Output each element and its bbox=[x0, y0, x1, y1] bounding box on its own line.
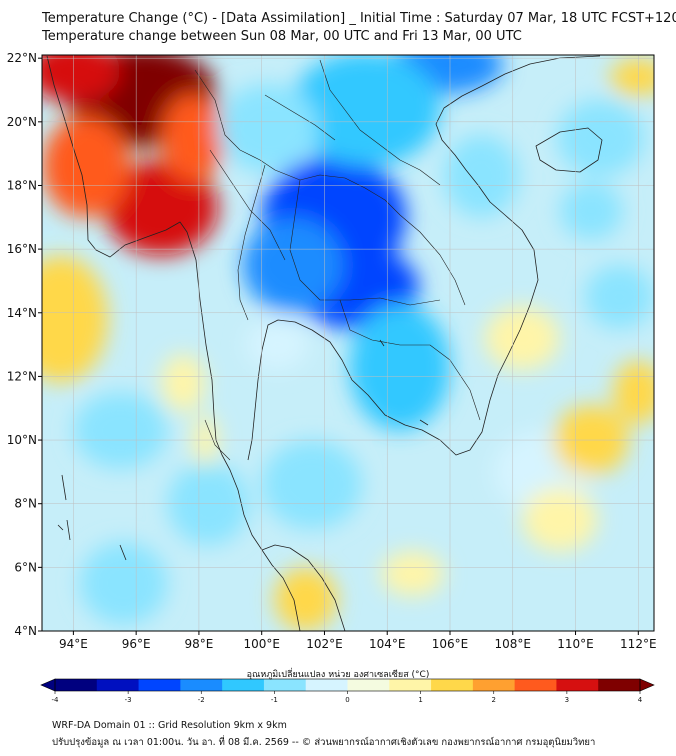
colorbar-label: อุณหภูมิเปลี่ยนแปลง หน่วย องศาเซลเซียส (… bbox=[246, 670, 430, 680]
colorbar-segment bbox=[222, 679, 265, 691]
lat-label: 4°N bbox=[14, 624, 37, 638]
field-blob bbox=[380, 551, 444, 596]
thailand-coast bbox=[247, 55, 601, 461]
lon-label: 94°E bbox=[59, 637, 88, 651]
field-blob bbox=[217, 83, 319, 173]
colorbar: -4 -3 -2 -1 0 1 2 3 4 bbox=[40, 678, 655, 704]
lat-label: 6°N bbox=[14, 560, 37, 574]
colorbar-segment bbox=[598, 679, 641, 691]
lon-label: 98°E bbox=[184, 637, 213, 651]
field-blob bbox=[584, 265, 654, 329]
lon-label: 106°E bbox=[432, 637, 469, 651]
malay-east-coast bbox=[261, 544, 346, 631]
lat-label: 8°N bbox=[14, 497, 37, 511]
colorbar-segment bbox=[472, 679, 516, 691]
lon-label: 96°E bbox=[122, 637, 151, 651]
colorbar-tick-label: 2 bbox=[492, 696, 496, 704]
hainan-island bbox=[535, 127, 603, 173]
colorbar-tick-label: 1 bbox=[418, 696, 422, 704]
lon-label: 112°E bbox=[620, 637, 657, 651]
colorbar-tick-label: -3 bbox=[125, 696, 132, 704]
coastlines-borders bbox=[46, 55, 603, 631]
field-blob bbox=[443, 134, 520, 218]
field-blob bbox=[246, 319, 309, 371]
lat-label: 20°N bbox=[7, 115, 37, 129]
field-blob bbox=[484, 306, 560, 371]
field-blob bbox=[556, 99, 645, 176]
map-title: Temperature Change (°C) - [Data Assimila… bbox=[42, 11, 676, 26]
colorbar-segment bbox=[556, 679, 599, 691]
colorbar-segment bbox=[55, 679, 98, 691]
lat-label: 14°N bbox=[7, 306, 37, 320]
colorbar-tick-label: 0 bbox=[345, 696, 349, 704]
field-blob bbox=[79, 541, 168, 625]
field-blob bbox=[42, 55, 121, 103]
footer-model-info: WRF-DA Domain 01 :: Grid Resolution 9km … bbox=[52, 720, 287, 731]
colorbar-segment bbox=[263, 679, 307, 691]
footer-credit: ปรับปรุงข้อมูล ณ เวลา 01:00น. วัน อา. ที… bbox=[52, 737, 596, 748]
colorbar-tick-label: -4 bbox=[52, 696, 60, 704]
lat-label: 22°N bbox=[7, 51, 37, 65]
colorbar-segment bbox=[96, 679, 140, 691]
colorbar-segment bbox=[514, 679, 557, 691]
colorbar-segment bbox=[389, 679, 432, 691]
lat-label: 16°N bbox=[7, 242, 37, 256]
colorbar-tick-label: 4 bbox=[638, 696, 643, 704]
field-blob bbox=[522, 487, 598, 552]
field-blob bbox=[610, 58, 654, 97]
field-blob bbox=[242, 217, 344, 313]
field-blob bbox=[161, 93, 225, 183]
field-blob bbox=[274, 567, 338, 631]
field-blob bbox=[261, 440, 363, 530]
colorbar-segment bbox=[180, 679, 223, 691]
colorbar-segment bbox=[138, 679, 181, 691]
colorbar-tick-label: -1 bbox=[271, 696, 278, 704]
axes: 94°E 96°E 98°E 100°E 102°E 104°E 106°E 108°E 110… bbox=[7, 51, 657, 651]
field-blob bbox=[73, 392, 168, 469]
colorbar-tick-label: -2 bbox=[198, 696, 205, 704]
field-layer bbox=[42, 55, 654, 631]
field-blob bbox=[42, 115, 130, 218]
interior-borders bbox=[194, 59, 481, 461]
lon-label: 104°E bbox=[369, 637, 406, 651]
lon-label: 110°E bbox=[557, 637, 594, 651]
field-blob bbox=[104, 160, 218, 256]
myanmar-coast bbox=[46, 55, 301, 631]
map-frame bbox=[41, 54, 655, 632]
field-blob bbox=[559, 182, 623, 240]
colorbar-tick-label: 3 bbox=[565, 696, 569, 704]
lat-label: 18°N bbox=[7, 178, 37, 192]
field-blob bbox=[349, 303, 450, 431]
lon-label: 108°E bbox=[495, 637, 532, 651]
colorbar-segment bbox=[431, 679, 474, 691]
lat-label: 10°N bbox=[7, 433, 37, 447]
lat-label: 12°N bbox=[7, 369, 37, 383]
temperature-change-map: 94°E 96°E 98°E 100°E 102°E 104°E 106°E 108°E 110… bbox=[7, 51, 657, 704]
lon-label: 100°E bbox=[243, 637, 280, 651]
colorbar-segment bbox=[305, 679, 348, 691]
field-blob bbox=[42, 255, 108, 383]
colorbar-segment bbox=[347, 679, 390, 691]
lon-label: 102°E bbox=[306, 637, 343, 651]
field-blob bbox=[161, 354, 206, 412]
islands bbox=[57, 339, 429, 561]
map-subtitle: Temperature change between Sun 08 Mar, 0… bbox=[42, 29, 522, 44]
